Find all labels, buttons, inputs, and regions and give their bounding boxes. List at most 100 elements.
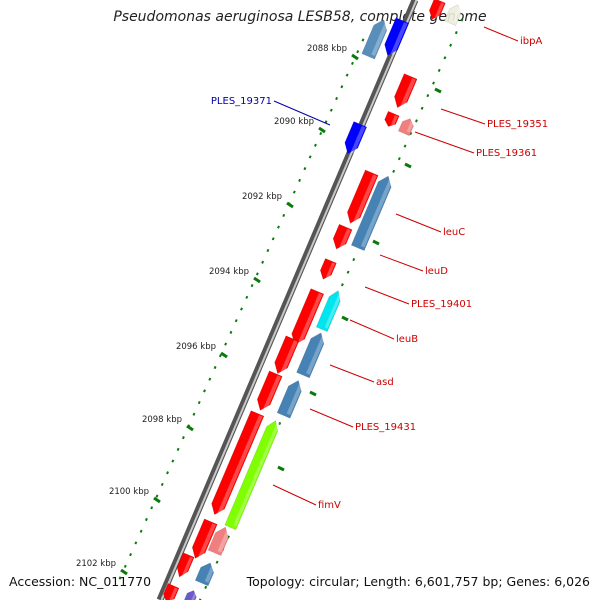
minor-tick [437, 68, 441, 73]
gene-PLES_19401[interactable] [318, 258, 337, 281]
minor-tick [278, 421, 282, 426]
gene-label[interactable]: ibpA [520, 36, 542, 47]
gene-PLES_19361[interactable] [397, 116, 415, 137]
minor-tick [397, 157, 401, 161]
gene-steelblue-lower[interactable] [194, 560, 216, 587]
gene-label[interactable]: PLES_19351 [487, 119, 548, 130]
scale-label: 2100 kbp [109, 487, 149, 497]
gene-blue-top[interactable] [381, 17, 410, 58]
gene-blue-top-shape[interactable] [381, 17, 410, 58]
gene-ibpA-region-shape[interactable] [391, 73, 418, 111]
minor-tick [255, 272, 259, 276]
gene-asd[interactable] [271, 335, 300, 376]
gene-small-red[interactable] [383, 110, 400, 129]
gene-red-top[interactable] [427, 0, 446, 22]
minor-tick [460, 18, 464, 22]
minor-tick [234, 319, 238, 323]
gene-red-top-shape[interactable] [427, 0, 446, 22]
gene-leuC-gloss [353, 174, 377, 223]
gene-slate-edge-shape[interactable] [183, 589, 199, 600]
minor-tick [352, 257, 356, 262]
minor-tick [454, 31, 458, 35]
gene-pale-top-shape[interactable] [444, 2, 464, 26]
minor-tick [118, 576, 122, 580]
gene-label[interactable]: leuC [443, 227, 465, 238]
gene-pink-lower[interactable] [207, 524, 232, 557]
gene-leuD-shape[interactable] [330, 223, 353, 252]
gene-label[interactable]: PLES_19361 [476, 148, 537, 159]
gene-PLES_19401-cyan[interactable] [315, 288, 343, 333]
gene-PLES_19361-shape[interactable] [397, 116, 415, 137]
gene-pale-top[interactable] [444, 2, 464, 26]
scale-labels: 2088 kbp 2090 kbp 2092 kbp 2094 kbp 2096 kbp… [76, 44, 347, 569]
gene-pink-lower-shape[interactable] [207, 524, 232, 557]
minor-tick [449, 43, 453, 47]
gene-asd-shape[interactable] [271, 335, 300, 376]
gene-red-bottom-shape[interactable] [174, 552, 195, 580]
gene-label[interactable]: leuB [396, 334, 418, 345]
scale-label: 2102 kbp [76, 559, 116, 569]
map-title: Pseudomonas aeruginosa LESB58, complete … [113, 9, 487, 25]
gene-leuC-shape[interactable] [344, 169, 379, 226]
gene-PLES_19361-gloss [406, 120, 415, 133]
major-tick [341, 315, 349, 322]
gene-leuC[interactable] [344, 169, 379, 226]
major-tick [220, 351, 228, 359]
gene-red-edge-shape[interactable] [161, 582, 180, 600]
major-tick [434, 87, 442, 94]
gene-small-red-shape[interactable] [383, 110, 400, 129]
gene-label[interactable]: leuD [425, 266, 448, 277]
gene-features[interactable] [161, 0, 463, 600]
gene-PLES_19431-rev[interactable] [276, 378, 305, 419]
scale-label: 2090 kbp [274, 117, 314, 127]
gene-red-lower-shape[interactable] [189, 518, 218, 561]
gene-steelblue-top-shape[interactable] [361, 17, 391, 60]
minor-tick [204, 585, 208, 589]
gene-PLES_19371-shape[interactable] [341, 121, 368, 157]
gene-label[interactable]: PLES_19431 [355, 422, 416, 433]
gene-PLES_19431[interactable] [254, 370, 283, 413]
gene-label[interactable]: asd [376, 377, 394, 388]
minor-tick [224, 342, 228, 346]
gene-slate-edge[interactable] [183, 589, 199, 600]
minor-tick [403, 144, 407, 148]
gene-labels[interactable]: ibpA PLES_19351 PLES_19361 leuC leuD PLES_194… [211, 36, 548, 511]
gene-PLES_19431-shape[interactable] [254, 370, 283, 413]
gene-fimV-shape[interactable] [208, 410, 265, 518]
minor-tick [160, 482, 164, 487]
minor-tick [414, 119, 418, 123]
gene-PLES_19401-cyan-shape[interactable] [315, 288, 343, 333]
gene-asd-rev[interactable] [296, 330, 328, 379]
gene-fimV-lime[interactable] [224, 418, 281, 531]
gene-red-bottom-gloss [182, 556, 193, 577]
minor-tick [298, 178, 302, 182]
gene-PLES_19371[interactable] [341, 121, 368, 157]
leader-line [440, 108, 486, 125]
gene-label[interactable]: fimV [318, 500, 341, 511]
gene-PLES_19431-rev-shape[interactable] [276, 378, 305, 419]
gene-label[interactable]: PLES_19401 [411, 299, 472, 310]
gene-red-edge[interactable] [161, 582, 180, 600]
major-tick [277, 465, 285, 472]
gene-fimV[interactable] [208, 410, 265, 518]
major-tick [309, 390, 317, 397]
gene-steelblue-lower-shape[interactable] [194, 560, 216, 587]
leader-line [414, 131, 475, 154]
gene-PLES_19401-shape[interactable] [318, 258, 337, 281]
minor-tick [340, 85, 344, 89]
gene-leuC-rev-shape[interactable] [350, 173, 394, 252]
label-leader-lines [272, 26, 519, 506]
gene-ibpA-region[interactable] [391, 73, 418, 111]
minor-tick [166, 471, 169, 475]
gene-PLES_19431-rev-gloss [286, 382, 304, 416]
gene-red-bottom[interactable] [174, 552, 195, 580]
gene-leuC-rev[interactable] [350, 173, 394, 252]
gene-fimV-lime-shape[interactable] [224, 418, 281, 531]
gene-leuD[interactable] [330, 223, 353, 252]
gene-steelblue-top[interactable] [361, 17, 391, 60]
gene-red-edge-gloss [169, 587, 178, 600]
gene-asd-rev-shape[interactable] [296, 330, 328, 379]
gene-label[interactable]: PLES_19371 [211, 96, 272, 107]
gene-PLES_19431-gloss [263, 375, 281, 410]
gene-red-lower[interactable] [189, 518, 218, 561]
